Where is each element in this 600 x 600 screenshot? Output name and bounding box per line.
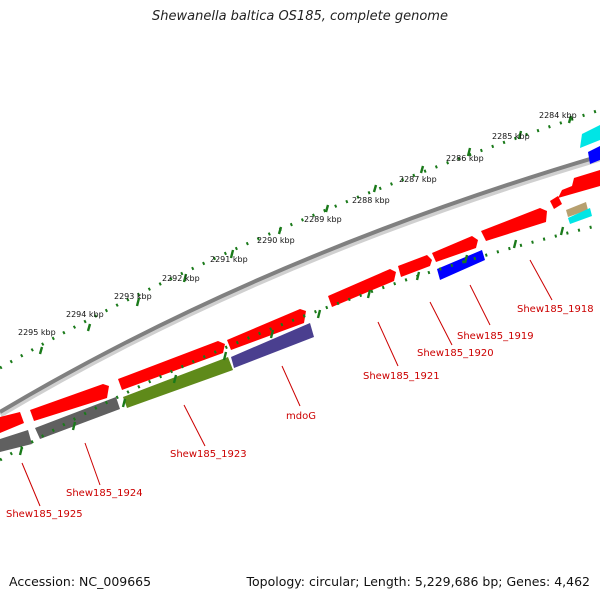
gene-arrow[interactable] [30, 384, 109, 421]
gene-blue[interactable] [437, 250, 485, 280]
topology-label: Topology: [246, 574, 305, 589]
gene-arrow[interactable] [432, 236, 478, 262]
gene-tan[interactable] [566, 202, 588, 217]
gene-arrow[interactable] [0, 412, 24, 433]
genome-stats: Topology: circular; Length: 5,229,686 bp; Ge… [246, 574, 590, 589]
gene-arrow[interactable] [558, 170, 600, 198]
gene-label[interactable]: Shew185_1921 [363, 371, 440, 382]
tick-label: 2285 kbp [492, 132, 530, 141]
topology-value: circular; [308, 574, 360, 589]
tick-label: 2288 kbp [352, 196, 390, 205]
length-label: Length: [363, 574, 411, 589]
gene-arrow[interactable] [398, 255, 432, 277]
gene-arrow[interactable] [227, 309, 306, 350]
forward-strand-genes [0, 170, 600, 433]
gene-olive[interactable] [123, 357, 233, 408]
outer-ruler-dots [0, 108, 600, 370]
gene-cyan[interactable] [568, 208, 592, 224]
genome-backbone [0, 154, 600, 414]
backbone-shadow [0, 154, 600, 418]
tick-label: 2289 kbp [304, 215, 342, 224]
tick-label: 2286 kbp [446, 154, 484, 163]
tick-labels: 2284 kbp 2285 kbp 2286 kbp 2287 kbp 2288… [18, 111, 577, 337]
label-leaders [21, 259, 553, 507]
gene-arrow[interactable] [118, 341, 225, 390]
map-title: Shewanella baltica OS185, complete genom… [152, 9, 448, 24]
gene-label[interactable]: Shew185_1924 [66, 488, 143, 499]
gene-label[interactable]: Shew185_1918 [517, 304, 594, 315]
accession-label: Accession: [9, 574, 76, 589]
tick-label: 2293 kbp [114, 292, 152, 301]
gene-grey[interactable] [0, 430, 32, 452]
gene-arrow[interactable] [328, 269, 396, 307]
gene-cyan[interactable] [580, 125, 600, 148]
gene-arrow[interactable] [481, 208, 547, 241]
tick-label: 2292 kbp [162, 274, 200, 283]
gene-grey[interactable] [35, 397, 120, 439]
accession-info: Accession: NC_009665 [9, 574, 151, 589]
reverse-strand-genes [0, 125, 600, 452]
gene-blue[interactable] [588, 146, 600, 164]
inner-ruler-major-ticks [18, 226, 565, 456]
gene-label[interactable]: Shew185_1919 [457, 331, 534, 342]
genes-value: 4,462 [554, 574, 590, 589]
accession-value: NC_009665 [79, 574, 152, 589]
tick-label: 2294 kbp [66, 310, 104, 319]
gene-labels: Shew185_1918 Shew185_1919 Shew185_1920 S… [6, 304, 594, 520]
gene-label[interactable]: mdoG [286, 411, 316, 422]
gene-label[interactable]: Shew185_1923 [170, 449, 247, 460]
outer-ruler-major-ticks [38, 115, 573, 355]
length-value: 5,229,686 bp; [414, 574, 503, 589]
gene-purple[interactable] [231, 323, 314, 368]
tick-label: 2291 kbp [210, 255, 248, 264]
gene-arrow[interactable] [550, 196, 562, 209]
tick-label: 2290 kbp [257, 236, 295, 245]
tick-label: 2287 kbp [399, 175, 437, 184]
genes-label: Genes: [506, 574, 551, 589]
gene-label[interactable]: Shew185_1920 [417, 348, 494, 359]
gene-label[interactable]: Shew185_1925 [6, 509, 83, 520]
tick-label: 2284 kbp [539, 111, 577, 120]
tick-label: 2295 kbp [18, 328, 56, 337]
